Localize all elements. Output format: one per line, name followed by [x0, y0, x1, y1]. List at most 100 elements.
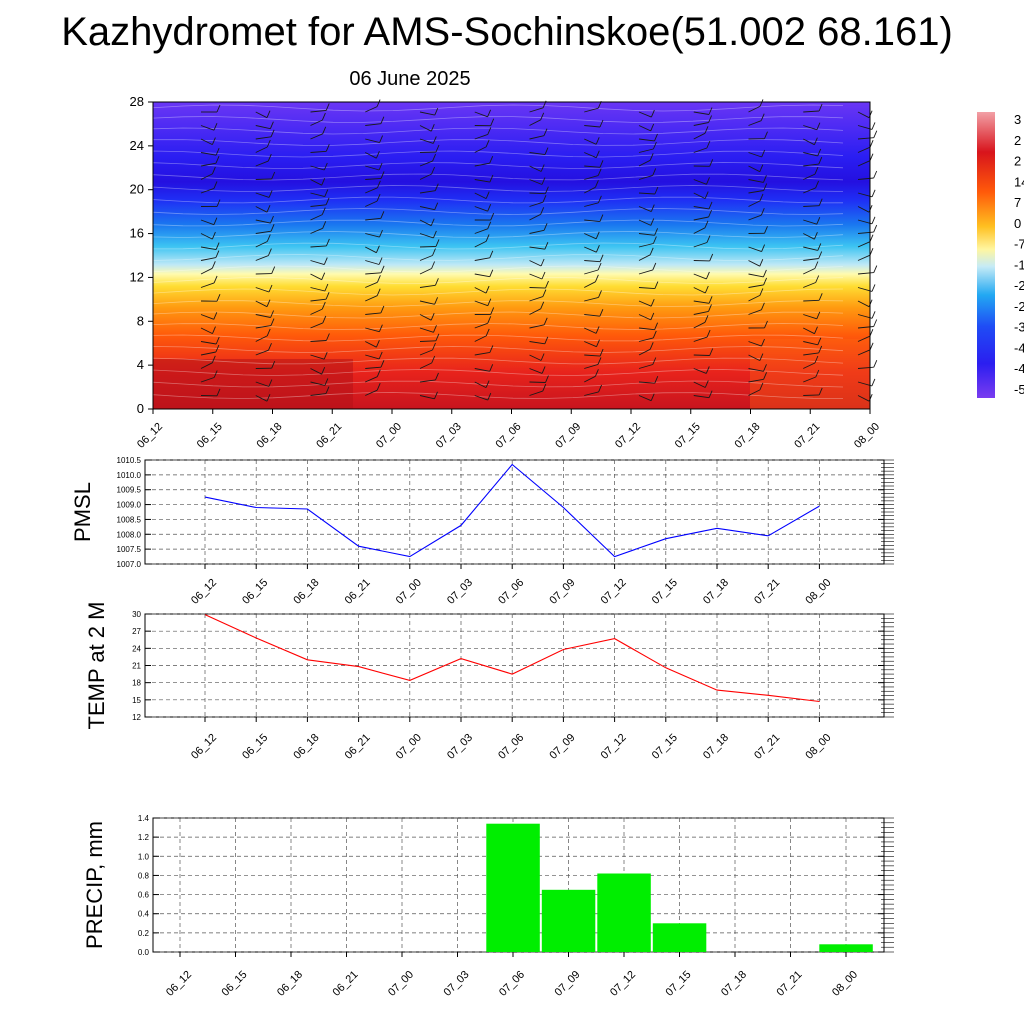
wind-barb-flag — [543, 128, 548, 136]
wind-barb-flag — [759, 99, 764, 107]
wind-barb — [803, 268, 816, 275]
wind-barb-flag — [706, 235, 711, 243]
temp2m-ytick-label-18: 18 — [132, 679, 141, 688]
heatmap-contour — [152, 334, 844, 342]
wind-barb-flag — [376, 193, 381, 202]
wind-barb — [474, 300, 488, 307]
wind-barb — [474, 322, 488, 329]
wind-barb-flag — [654, 133, 658, 142]
wind-barb-flag — [708, 304, 712, 312]
wind-barb — [803, 173, 816, 180]
wind-barb-flag — [379, 135, 384, 143]
wind-barb-flag — [376, 369, 381, 377]
wind-barb — [584, 165, 601, 168]
heatmap-contour — [152, 392, 844, 399]
wind-barb-flag — [435, 333, 440, 341]
heatmap-ytick-label-20: 20 — [130, 182, 144, 197]
heatmap-contour — [152, 300, 844, 307]
wind-barb-flag — [817, 243, 822, 251]
wind-barb — [693, 300, 710, 304]
wind-barb-flag — [599, 348, 604, 357]
wind-barb-flag — [873, 224, 878, 233]
wind-barb — [310, 245, 327, 248]
wind-barb-flag — [543, 223, 548, 231]
wind-barb — [365, 376, 378, 383]
heatmap-contour — [152, 104, 844, 112]
wind-barb-flag — [485, 191, 490, 199]
wind-barb-flag — [376, 288, 381, 296]
wind-barb-flag — [489, 174, 494, 183]
wind-barb-flag — [814, 326, 818, 334]
wind-barb-flag — [595, 231, 600, 239]
wind-barb-flag — [704, 126, 709, 134]
wind-barb-flag — [434, 391, 438, 399]
heatmap-xtick-label-07_18: 07_18 — [733, 421, 763, 451]
wind-barb-flag — [435, 372, 439, 381]
wind-barb — [693, 395, 710, 399]
temp2m-ytick-label-24: 24 — [132, 644, 141, 653]
precip-xtick-label-08_00: 08_00 — [830, 969, 860, 999]
wind-barb — [857, 335, 871, 342]
wind-barb — [803, 327, 815, 335]
wind-barb — [419, 219, 432, 227]
wind-barb — [748, 309, 762, 315]
wind-barb-flag — [818, 293, 823, 301]
wind-barb — [803, 152, 818, 157]
wind-barb-flag — [376, 275, 381, 283]
wind-barb — [693, 179, 707, 185]
colorbar-label: -4 — [1014, 340, 1024, 355]
pmsl-xtick-label-06_18: 06_18 — [291, 577, 321, 607]
wind-barb-flag — [818, 345, 823, 354]
pmsl-ytick-label-1007.0: 1007.0 — [117, 560, 142, 569]
heatmap-contour — [152, 311, 844, 319]
wind-barb — [693, 111, 710, 115]
colorbar-label: 7 — [1014, 195, 1021, 210]
wind-barb — [857, 137, 874, 140]
wind-barb-flag — [818, 251, 823, 259]
wind-barb-flag — [873, 360, 878, 368]
wind-barb-flag — [487, 204, 492, 212]
heatmap-contour — [152, 231, 844, 238]
wind-barb-flag — [489, 345, 494, 353]
wind-barb — [419, 151, 437, 153]
wind-barb-flag — [597, 168, 602, 176]
heatmap-xtick-label-07_12: 07_12 — [613, 421, 643, 451]
wind-barb-flag — [708, 390, 713, 398]
wind-barb — [419, 255, 433, 261]
wind-barb — [365, 341, 377, 348]
wind-barb — [638, 192, 655, 195]
wind-barb-flag — [764, 320, 768, 329]
wind-barb — [803, 341, 818, 346]
wind-barb-flag — [817, 337, 822, 345]
wind-barb — [638, 148, 654, 153]
wind-barb — [584, 152, 597, 159]
wind-barb — [857, 326, 874, 329]
wind-barb-flag — [760, 208, 765, 216]
wind-barb — [365, 389, 378, 396]
wind-barb — [693, 273, 707, 280]
wind-barb-flag — [708, 201, 713, 210]
wind-barb-flag — [487, 392, 492, 401]
wind-barb — [474, 287, 487, 294]
wind-barb — [693, 122, 709, 126]
wind-barb-flag — [490, 118, 495, 126]
heatmap-contour — [152, 208, 844, 215]
wind-barb — [529, 201, 544, 207]
wind-barb — [693, 336, 708, 342]
wind-barb-flag — [268, 284, 273, 293]
wind-barb-flag — [650, 299, 655, 307]
wind-barb — [584, 107, 599, 113]
heatmap-xtick-label-06_18: 06_18 — [255, 421, 285, 451]
temp2m-xtick-label-07_00: 07_00 — [394, 732, 424, 762]
wind-barb — [255, 192, 270, 198]
wind-barb-flag — [268, 190, 273, 198]
wind-barb — [200, 257, 216, 261]
wind-barb-flag — [216, 388, 221, 396]
wind-barb-flag — [433, 325, 437, 333]
wind-barb-flag — [215, 156, 220, 164]
temp2m-xtick-label-08_00: 08_00 — [803, 732, 833, 762]
wind-barb-flag — [375, 151, 380, 159]
wind-barb — [584, 391, 599, 396]
wind-barb — [255, 300, 268, 308]
wind-barb — [474, 133, 488, 140]
